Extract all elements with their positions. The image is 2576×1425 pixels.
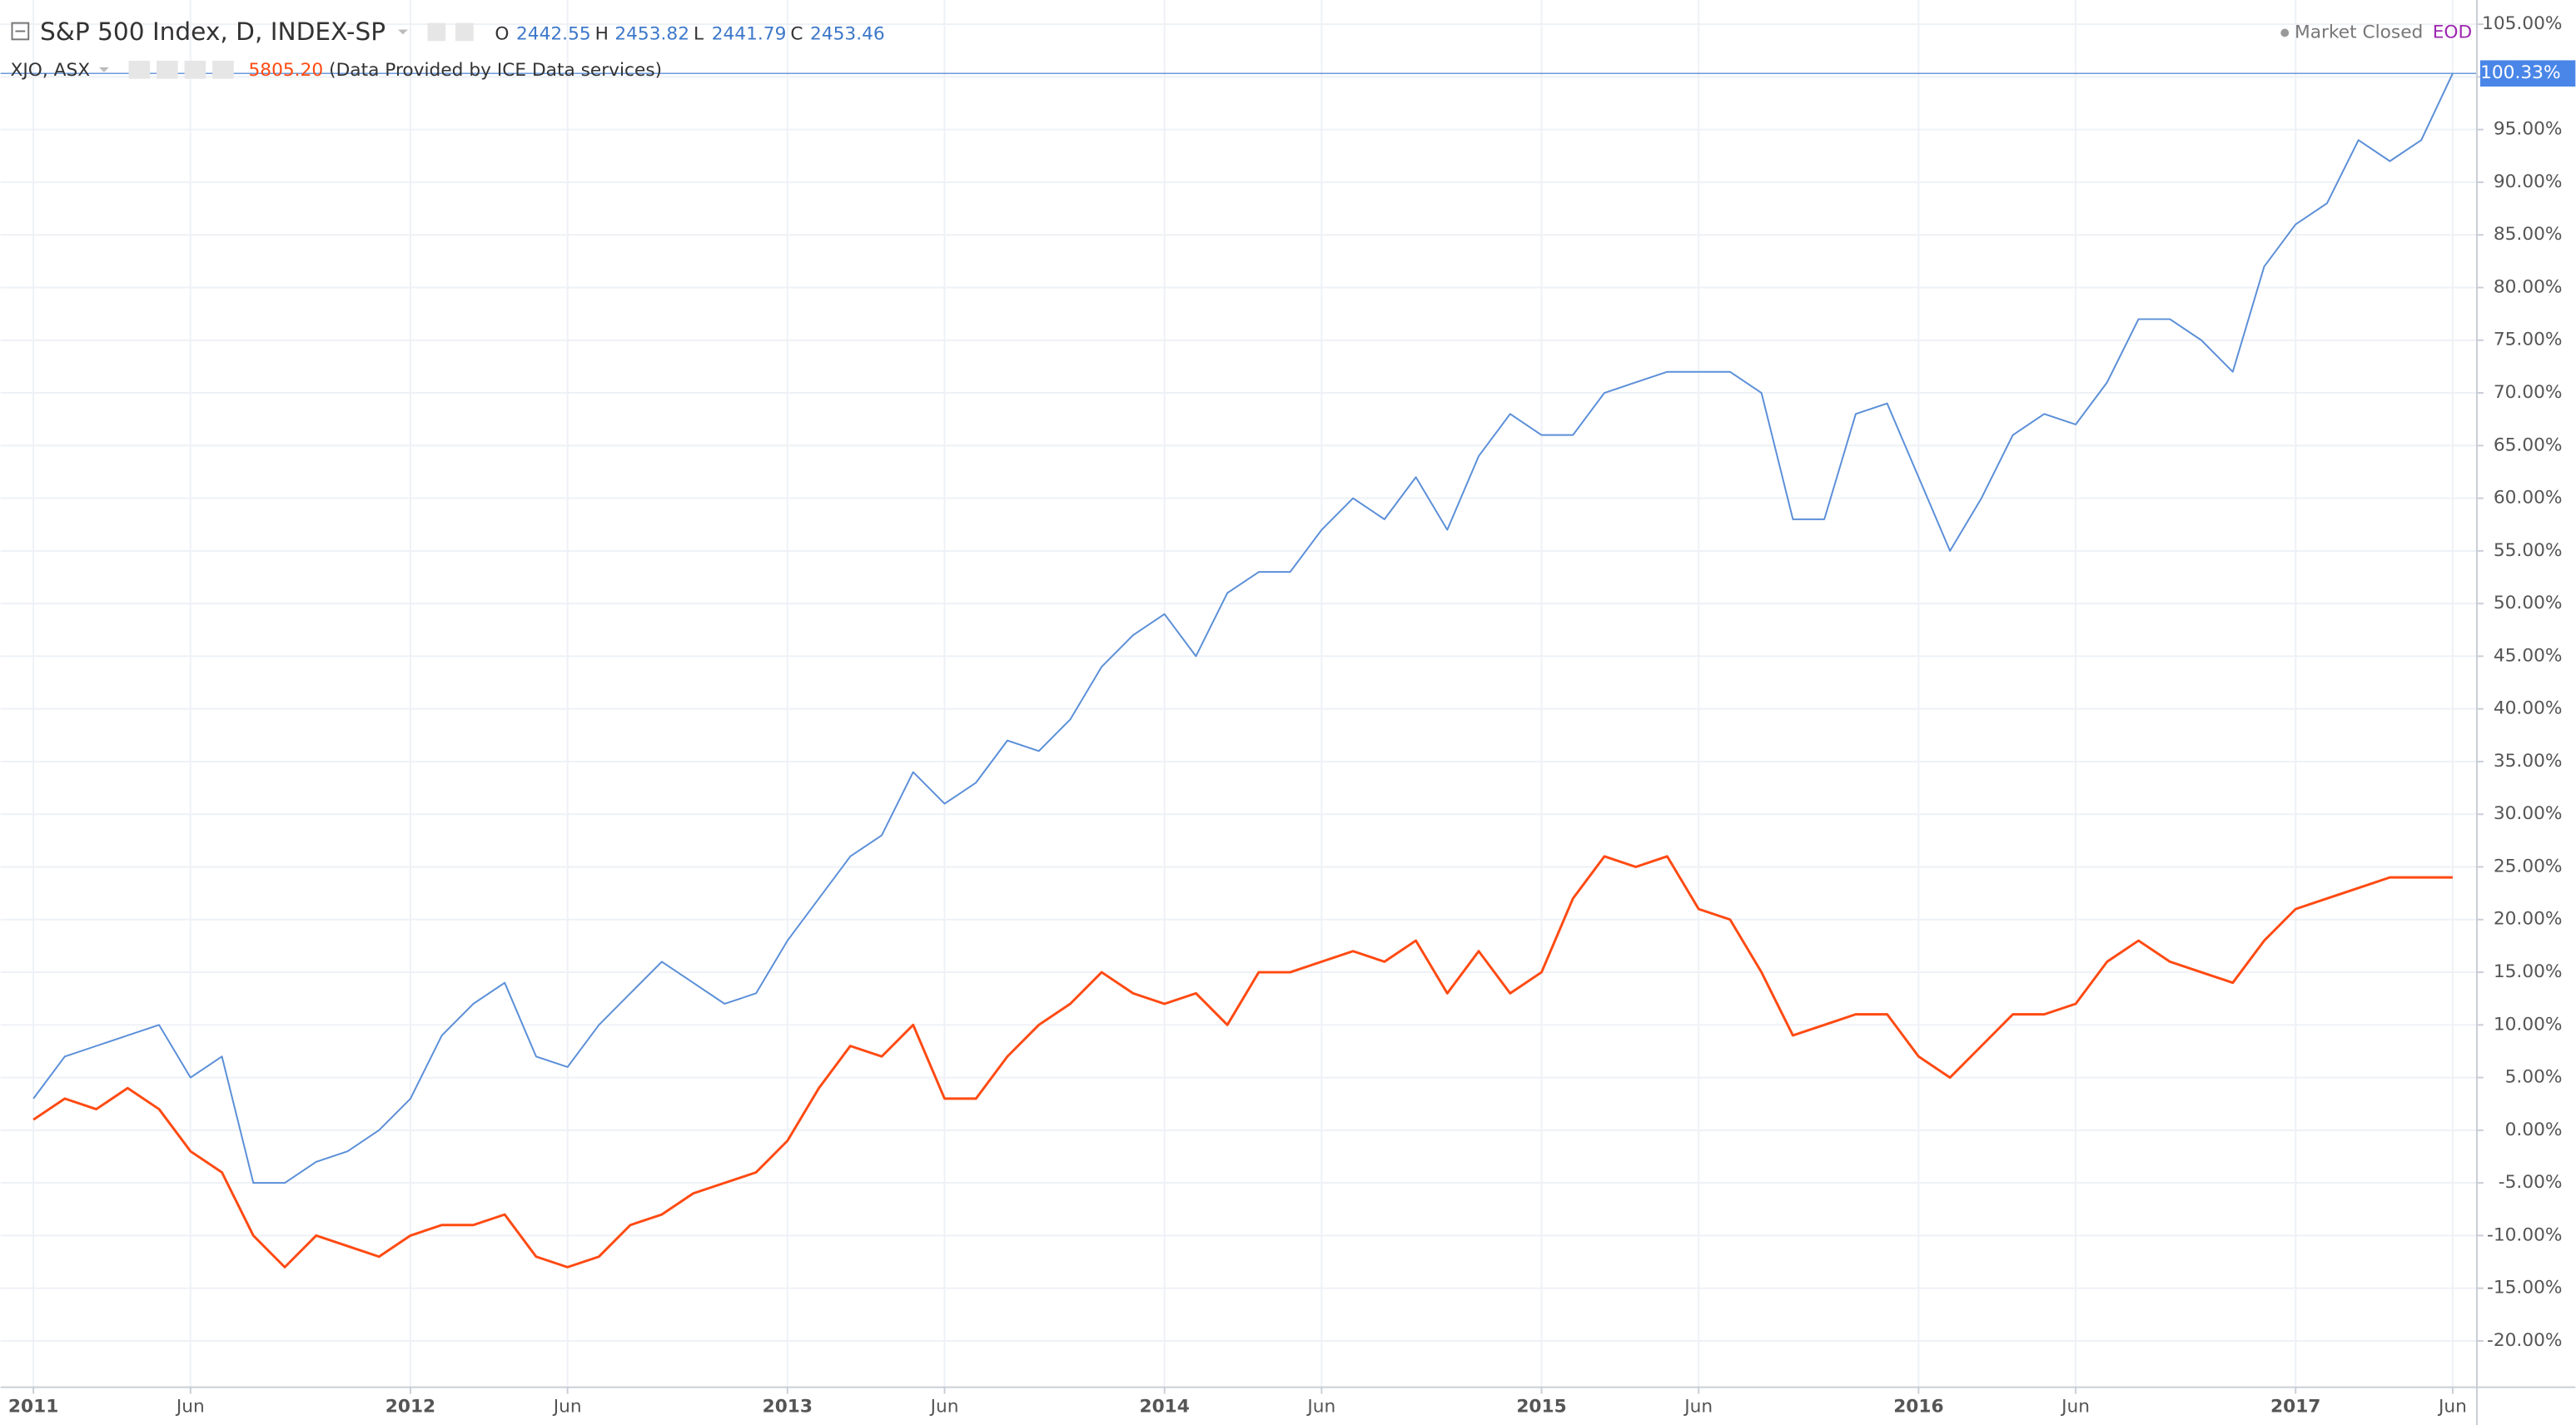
y-tick-label: -10.00%: [2487, 1224, 2563, 1245]
x-tick-label: Jun: [1683, 1396, 1713, 1417]
y-tick-label: -20.00%: [2487, 1330, 2563, 1351]
y-tick-label: 95.00%: [2494, 119, 2563, 140]
close-value: 2453.46: [810, 23, 885, 44]
y-tick-label: 65.00%: [2494, 434, 2563, 455]
remove-icon[interactable]: [212, 60, 234, 79]
x-tick-label: Jun: [1305, 1396, 1335, 1417]
series-lines: [0, 72, 2477, 1269]
axes: 105.00%100.00%95.00%90.00%85.00%80.00%75…: [8, 13, 2576, 1417]
y-tick-label: 0.00%: [2505, 1120, 2563, 1140]
format-icon[interactable]: [157, 60, 178, 79]
y-tick-label: 105.00%: [2482, 13, 2563, 34]
y-tick-label: 30.00%: [2494, 803, 2563, 824]
status-dot: [2280, 28, 2290, 37]
compare-note: (Data Provided by ICE Data services): [329, 60, 662, 81]
x-tick-label: Jun: [175, 1396, 205, 1417]
settings-icon[interactable]: [427, 22, 446, 42]
last-value-label: 100.33%: [2480, 62, 2561, 83]
grid: [0, 0, 2477, 1388]
low-value: 2441.79: [712, 23, 787, 44]
y-tick-label: 45.00%: [2494, 645, 2563, 666]
high-label: H: [595, 23, 609, 44]
dropdown-icon[interactable]: [99, 67, 109, 72]
y-tick-label: 70.00%: [2494, 382, 2563, 403]
series-line: [32, 72, 2454, 1184]
collapse-icon[interactable]: [11, 22, 30, 41]
y-tick-label: 25.00%: [2494, 856, 2563, 876]
series-line: [32, 855, 2453, 1269]
add-icon[interactable]: [184, 60, 206, 79]
low-label: L: [694, 23, 704, 44]
x-tick-label: Jun: [552, 1396, 582, 1417]
legend: S&P 500 Index, D, INDEX-SP O 2442.55 H 2…: [11, 17, 2473, 81]
open-label: O: [495, 23, 509, 44]
y-tick-label: 40.00%: [2494, 698, 2563, 719]
x-tick-label: Jun: [2437, 1396, 2467, 1417]
x-tick-label: 2012: [385, 1396, 435, 1417]
settings-icon[interactable]: [128, 60, 151, 79]
dropdown-icon[interactable]: [397, 29, 408, 35]
y-tick-label: 20.00%: [2494, 909, 2563, 930]
format-icon[interactable]: [455, 22, 474, 42]
close-label: C: [790, 23, 803, 44]
y-tick-label: 85.00%: [2494, 224, 2563, 245]
y-tick-label: 55.00%: [2494, 540, 2563, 561]
y-tick-label: 35.00%: [2494, 751, 2563, 772]
y-tick-label: -15.00%: [2487, 1278, 2563, 1298]
y-tick-label: 75.00%: [2494, 330, 2563, 350]
compare-last: 5805.20: [249, 60, 324, 81]
y-tick-label: 60.00%: [2494, 488, 2563, 509]
eod-badge: EOD: [2433, 22, 2472, 42]
open-value: 2442.55: [516, 23, 591, 44]
main-title: S&P 500 Index, D, INDEX-SP: [40, 17, 385, 46]
y-tick-label: 10.00%: [2494, 1014, 2563, 1035]
last-value-box: [2479, 60, 2576, 87]
x-tick-label: 2016: [1893, 1396, 1943, 1417]
high-value: 2453.82: [614, 23, 689, 44]
market-status: Market Closed: [2295, 22, 2423, 42]
x-tick-label: 2013: [763, 1396, 813, 1417]
x-tick-label: Jun: [929, 1396, 959, 1417]
x-tick-label: 2014: [1139, 1396, 1189, 1417]
y-tick-label: 15.00%: [2494, 961, 2563, 982]
y-tick-label: 80.00%: [2494, 276, 2563, 297]
x-tick-label: 2011: [8, 1396, 58, 1417]
x-tick-label: 2015: [1516, 1396, 1566, 1417]
y-tick-label: 5.00%: [2505, 1067, 2563, 1088]
x-tick-label: Jun: [2060, 1396, 2090, 1417]
y-tick-label: 90.00%: [2494, 171, 2563, 192]
compare-title: XJO, ASX: [11, 60, 91, 81]
x-tick-label: 2017: [2270, 1396, 2320, 1417]
y-tick-label: 50.00%: [2494, 593, 2563, 613]
y-tick-label: -5.00%: [2499, 1172, 2563, 1193]
